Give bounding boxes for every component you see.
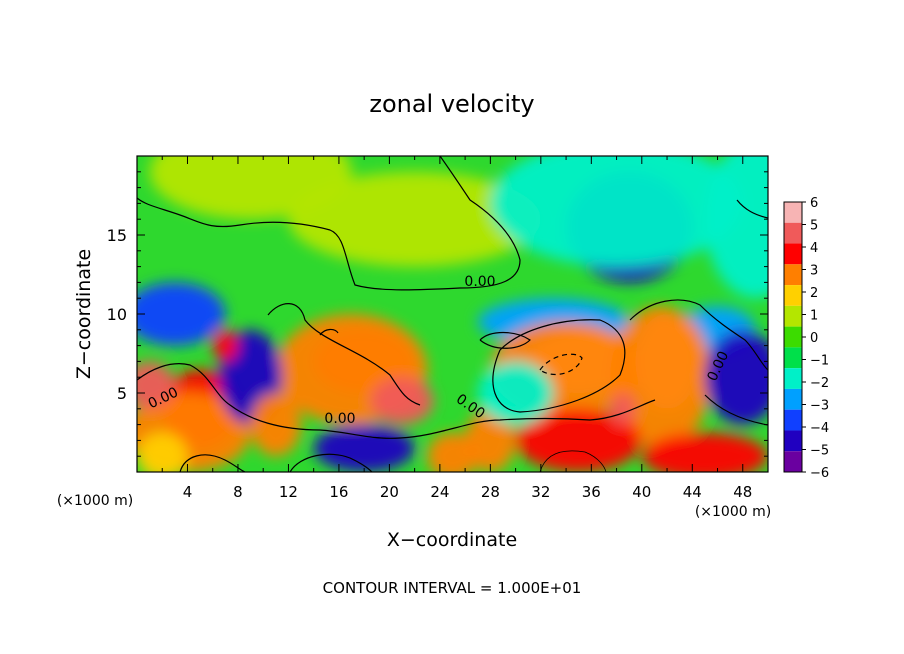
plot-area: 0.000.000.00 0.000.00 <box>137 156 768 472</box>
colorbar-label: −1 <box>810 354 829 369</box>
colorbar-swatch <box>784 305 802 327</box>
contour-line <box>479 331 531 349</box>
contour-line <box>137 156 521 291</box>
y-axis-label: Z−coordinate <box>73 249 95 379</box>
x-tick-label: 8 <box>233 483 243 501</box>
colorbar-swatch <box>784 409 802 431</box>
x-tick-label: 28 <box>481 483 500 501</box>
velocity-cell <box>515 408 642 472</box>
velocity-cell <box>370 377 434 425</box>
colorbar-label: 5 <box>810 219 818 234</box>
x-tick-label: 48 <box>733 483 752 501</box>
x-axis-label: X−coordinate <box>387 529 517 551</box>
x-tick-label: 24 <box>430 483 449 501</box>
x-tick-label: 20 <box>380 483 399 501</box>
contour-line <box>179 454 246 472</box>
contour-line <box>736 199 768 219</box>
velocity-cell <box>610 306 712 449</box>
contour-line <box>137 363 656 439</box>
colorbar-label: 1 <box>810 309 818 324</box>
x-tick-label: 44 <box>683 483 702 501</box>
y-tick-labels: 5 10 15 <box>107 226 127 403</box>
contour-label: 0.00 <box>324 411 355 427</box>
colorbar-swatch <box>784 264 802 286</box>
x-tick-label: 16 <box>329 483 348 501</box>
y-tick-label: 10 <box>107 305 127 324</box>
axis-ticks <box>136 155 769 473</box>
x-tick-label: 12 <box>279 483 298 501</box>
x-tick-label: 32 <box>531 483 550 501</box>
contour-interval-footnote: CONTOUR INTERVAL = 1.000E+01 <box>323 579 582 597</box>
velocity-cell <box>477 361 554 425</box>
x-tick-label: 36 <box>582 483 601 501</box>
contour-line <box>319 328 339 336</box>
colorbar-swatch <box>784 285 802 306</box>
x-tick-labels: 4 8 12 16 20 24 28 32 36 40 44 48 <box>183 483 753 501</box>
colorbar-swatch <box>784 222 802 244</box>
contour-line <box>539 353 583 375</box>
velocity-cell <box>137 282 226 346</box>
contour-line <box>539 450 607 472</box>
contour-line <box>267 303 421 406</box>
x-tick-label: 40 <box>632 483 651 501</box>
x-unit-left: (×1000 m) <box>57 493 133 509</box>
colorbar-swatch <box>784 451 802 472</box>
colorbar-label: −2 <box>810 376 829 391</box>
colorbar-swatch <box>784 202 802 223</box>
velocity-cell <box>490 156 743 267</box>
colorbar-label: −3 <box>810 399 829 414</box>
colorbar-swatch <box>784 430 802 452</box>
colorbar: 6 5 4 3 2 1 0 −1 −2 −3 −4 −5 −6 <box>783 196 829 481</box>
colorbar-label: 6 <box>810 196 818 211</box>
colorbar-swatch <box>784 347 802 369</box>
contour-lines <box>137 156 768 472</box>
colorbar-label: −4 <box>810 421 829 436</box>
velocity-cell <box>704 156 768 299</box>
contour-label: 0.00 <box>464 274 495 290</box>
colorbar-swatch <box>784 368 802 389</box>
velocity-cell <box>610 393 636 425</box>
colorbar-label: −6 <box>810 466 829 481</box>
colorbar-swatch <box>784 326 802 348</box>
colorbar-label: 0 <box>810 331 818 346</box>
velocity-cell <box>427 432 478 472</box>
y-tick-label: 15 <box>107 226 127 245</box>
colorbar-label: 3 <box>810 264 818 279</box>
colorbar-label: 4 <box>810 241 818 256</box>
x-tick-label: 4 <box>183 483 193 501</box>
contour-line <box>704 394 768 426</box>
contour-line <box>289 453 373 472</box>
chart-title: zonal velocity <box>369 90 534 118</box>
y-tick-label: 5 <box>117 384 127 403</box>
velocity-field <box>137 156 768 472</box>
velocity-cell <box>313 424 415 472</box>
velocity-cell <box>641 432 768 472</box>
colorbar-label: 2 <box>810 286 818 301</box>
colorbar-swatch <box>784 388 802 410</box>
velocity-cell <box>250 393 302 457</box>
contour-line <box>492 319 626 413</box>
velocity-cell <box>212 329 238 362</box>
velocity-cell <box>704 329 768 425</box>
x-unit-right: (×1000 m) <box>695 504 771 520</box>
contour-line <box>629 299 768 371</box>
colorbar-swatch <box>784 243 802 265</box>
colorbar-label: −5 <box>810 444 829 459</box>
velocity-cell <box>288 171 541 267</box>
velocity-cell <box>137 432 188 472</box>
